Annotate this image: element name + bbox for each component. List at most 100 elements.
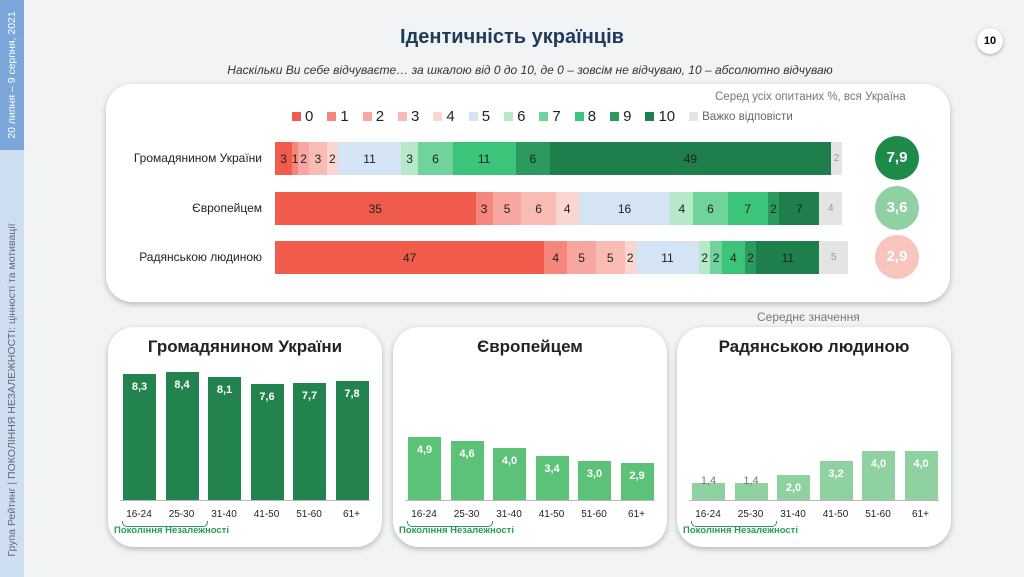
legend-label: 6 <box>517 108 526 125</box>
generation-brace <box>691 521 777 527</box>
legend-item: 7 <box>539 108 561 125</box>
bar-segment: 2 <box>710 241 722 274</box>
generation-label: Покоління Незалежності <box>114 525 229 536</box>
x-tick-label: 51-60 <box>296 509 322 520</box>
panel-citizen: Громадянином України 8,3 16-24 8,4 25-30 8,1 3… <box>108 327 382 547</box>
bar: 1,4 <box>734 474 768 500</box>
generation-label: Покоління Незалежності <box>399 525 514 536</box>
legend-item: Важко відповісти <box>689 111 793 123</box>
bar-segment: 4 <box>544 241 568 274</box>
bar-segment: 11 <box>756 241 820 274</box>
x-tick-label: 16-24 <box>126 509 152 520</box>
x-tick-label: 31-40 <box>496 509 522 520</box>
bar-segment: 6 <box>521 192 556 225</box>
bar-segment: 2 <box>830 142 843 175</box>
bar-segment: 49 <box>550 142 831 175</box>
bar-segment: 2 <box>326 142 339 175</box>
legend-swatch <box>398 112 408 121</box>
legend-item: 2 <box>362 108 385 125</box>
page-subtitle: Наскільки Ви себе відчуваєте… за шкалою … <box>227 63 833 77</box>
legend-item: 8 <box>574 108 597 125</box>
bar: 7,7 <box>293 382 326 500</box>
bar-segment: 35 <box>275 192 476 225</box>
legend-swatch <box>292 112 301 121</box>
bar: 1,4 <box>692 474 725 500</box>
x-tick-label: 41-50 <box>253 509 280 520</box>
legend-item: 0 <box>292 108 313 125</box>
legend-swatch <box>539 112 549 121</box>
mean-circle: 3,6 <box>875 186 919 230</box>
legend-label: 2 <box>375 108 385 125</box>
legend-item: 3 <box>398 108 419 125</box>
legend-item: 5 <box>468 108 490 125</box>
x-tick-label: 16-24 <box>411 509 437 520</box>
panel-title: Громадянином України <box>147 337 343 356</box>
panel-european: Європейцем 4,9 16-24 4,6 25-30 4,0 31-40 3,4 41-… <box>393 327 667 547</box>
legend-swatch <box>689 112 699 121</box>
mean-circle: 2,9 <box>875 235 919 279</box>
bar: 4,0 <box>862 450 895 500</box>
bar: 4,9 <box>408 436 441 500</box>
bar: 4,0 <box>493 448 526 500</box>
x-axis <box>405 500 655 501</box>
panel-soviet: Радянською людиною 1,4 16-24 1,4 25-30 2,0 31-… <box>677 327 951 547</box>
bar-segment: 2 <box>699 241 711 274</box>
mean-circle: 7,9 <box>875 136 919 180</box>
bar-segment: 3 <box>309 142 327 175</box>
x-tick-label: 61+ <box>343 509 360 520</box>
bar: 4,6 <box>450 440 484 500</box>
chart-note: Серед усіх опитаних %, вся Україна <box>715 91 906 103</box>
bar-segment: 7 <box>779 192 820 225</box>
bar: 3,2 <box>819 460 853 500</box>
bar-segment: 11 <box>452 142 516 175</box>
bar-segment: 6 <box>693 192 728 225</box>
report-footer: Група Рейтинг | ПОКОЛІННЯ НЕЗАЛЕЖНОСТІ: … <box>6 223 18 557</box>
bar-segment: 7 <box>727 192 768 225</box>
legend-item: 10 <box>645 108 675 125</box>
bar-segment: 4 <box>555 192 579 225</box>
sidebar-footer-strip: Група Рейтинг | ПОКОЛІННЯ НЕЗАЛЕЖНОСТІ: … <box>0 150 24 577</box>
bar-segment: 4 <box>670 192 694 225</box>
legend-swatch <box>610 112 620 121</box>
row-label: Європейцем <box>192 201 262 215</box>
x-tick-label: 31-40 <box>780 509 806 520</box>
bar: 2,9 <box>620 462 654 500</box>
bar: 3,0 <box>578 461 611 500</box>
x-tick-label: 61+ <box>628 509 645 520</box>
legend-label: Важко відповісти <box>702 110 793 123</box>
bar-segment: 2 <box>767 192 780 225</box>
bar-segment: 5 <box>492 192 522 225</box>
legend-label: 4 <box>446 108 455 125</box>
legend-label: 3 <box>411 108 420 125</box>
generation-brace <box>407 521 493 527</box>
legend-label: 8 <box>587 108 597 125</box>
x-tick-label: 51-60 <box>581 509 607 520</box>
legend-item: 9 <box>610 108 631 125</box>
panel-title: Радянською людиною <box>718 337 910 356</box>
x-tick-label: 25-30 <box>168 509 195 520</box>
legend-item: 1 <box>327 108 349 125</box>
x-tick-label: 25-30 <box>453 509 480 520</box>
generation-brace <box>122 521 208 527</box>
x-tick-label: 61+ <box>912 509 929 520</box>
bar: 8,1 <box>208 376 241 500</box>
bar-segment: 3 <box>275 142 293 175</box>
bar-segment: 2 <box>744 241 757 274</box>
bar-segment: 3 <box>475 192 493 225</box>
bar-segment: 11 <box>338 142 402 175</box>
legend-item: 4 <box>433 108 455 125</box>
legend-label: 10 <box>658 108 676 125</box>
x-tick-label: 25-30 <box>737 509 764 520</box>
page-number: 10 <box>977 28 1003 54</box>
legend-label: 7 <box>552 108 561 125</box>
bar: 7,8 <box>335 381 369 500</box>
legend-swatch <box>468 112 478 121</box>
bar-segment: 2 <box>297 142 310 175</box>
legend-label: 0 <box>305 108 314 125</box>
bar-segment: 4 <box>721 241 745 274</box>
legend-swatch <box>645 112 655 121</box>
mean-label: Середнє значення <box>757 310 860 324</box>
bar-segment: 5 <box>567 241 596 274</box>
row-label: Радянською людиною <box>139 250 262 264</box>
bar-segment: 2 <box>624 241 636 274</box>
